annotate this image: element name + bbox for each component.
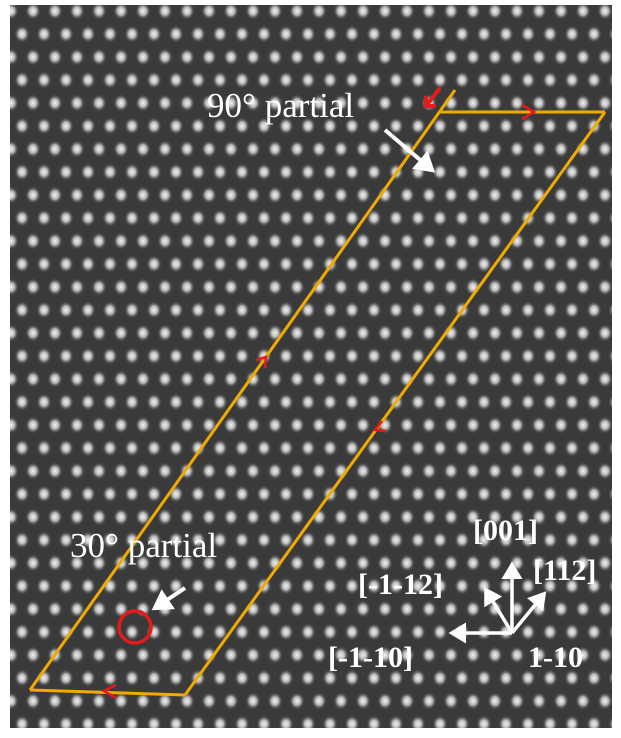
page: 90° partial 30° partial [001] [-1-12] [1… [0,0,621,738]
direction-label: [-1-10] [328,641,413,674]
label-30-partial: 30° partial [70,526,217,565]
label-90-partial: 90° partial [207,86,354,125]
direction-label: 1-10 [528,641,583,674]
direction-label: [001] [473,514,538,547]
micrograph-figure: 90° partial 30° partial [001] [-1-12] [1… [0,0,621,738]
direction-label: [112] [533,554,596,587]
direction-label: [-1-12] [358,568,443,601]
